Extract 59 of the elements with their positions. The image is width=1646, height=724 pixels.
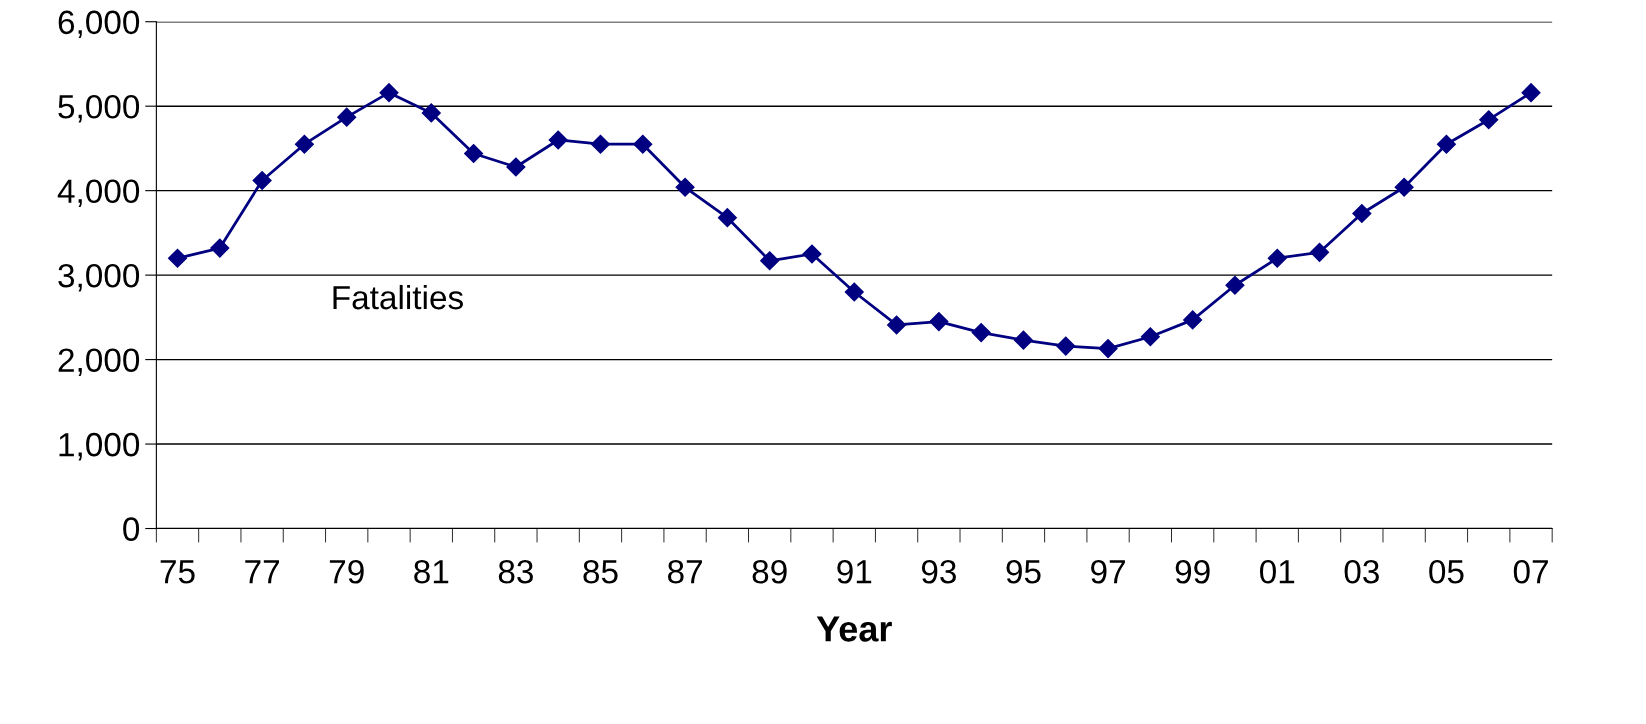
point: [1225, 275, 1245, 295]
point: [1310, 242, 1330, 262]
point: [548, 130, 568, 150]
y-tick-label: 0: [123, 517, 140, 541]
point: [1267, 248, 1287, 268]
x-tick-label: 01: [1260, 559, 1295, 584]
x-tick-label: 87: [668, 559, 702, 584]
x-tick-label: 91: [837, 559, 872, 584]
point: [464, 143, 484, 164]
y-tick-label: 6,000: [58, 10, 140, 39]
point: [1436, 134, 1456, 154]
x-tick-label: 75: [160, 560, 195, 584]
x-tick-label: 97: [1091, 559, 1125, 584]
x-tick-label: 93: [921, 559, 956, 584]
point: [252, 170, 272, 191]
x-tick-label: 79: [329, 559, 364, 584]
x-tick-label: 77: [245, 560, 279, 584]
x-tick-label: 89: [752, 559, 787, 584]
x-axis-title: Year: [816, 616, 892, 642]
point: [675, 177, 695, 197]
x-tick-label: 85: [583, 559, 618, 584]
point: [1394, 177, 1414, 197]
point: [1521, 83, 1541, 103]
point: [210, 238, 230, 258]
point: [887, 315, 907, 335]
text: Fatalities: [333, 284, 463, 310]
x-tick-label: 03: [1344, 559, 1379, 584]
point: [590, 134, 611, 154]
point: [844, 282, 864, 302]
point: [1479, 110, 1499, 130]
x-tick-label: 07: [1513, 559, 1548, 584]
point: [1352, 203, 1372, 223]
point: [1013, 330, 1033, 350]
y-tick-label: 4,000: [57, 179, 140, 207]
point: [1098, 339, 1118, 359]
y-tick-label: 1,000: [59, 432, 140, 461]
point: [421, 103, 441, 123]
point: [337, 107, 357, 127]
y-tick-label: 5,000: [58, 94, 140, 123]
point: [717, 208, 737, 228]
point: [971, 323, 991, 343]
point: [167, 248, 188, 268]
point: [929, 312, 949, 332]
point: [1056, 336, 1076, 356]
point: [760, 251, 780, 271]
x-tick-label: 95: [1006, 559, 1041, 584]
x-tick-label: 05: [1429, 559, 1464, 584]
x-tick-label: 83: [498, 559, 533, 584]
point: [802, 244, 822, 264]
point: [294, 134, 314, 154]
x-tick-label: 99: [1175, 559, 1210, 584]
x-tick-label: 81: [414, 559, 449, 584]
y-tick-label: 2,000: [58, 348, 140, 376]
point: [633, 134, 653, 154]
y-tick-label: 3,000: [58, 263, 140, 292]
point: [379, 83, 399, 103]
point: [1140, 327, 1160, 347]
point: [506, 157, 526, 177]
point: [1183, 310, 1203, 330]
